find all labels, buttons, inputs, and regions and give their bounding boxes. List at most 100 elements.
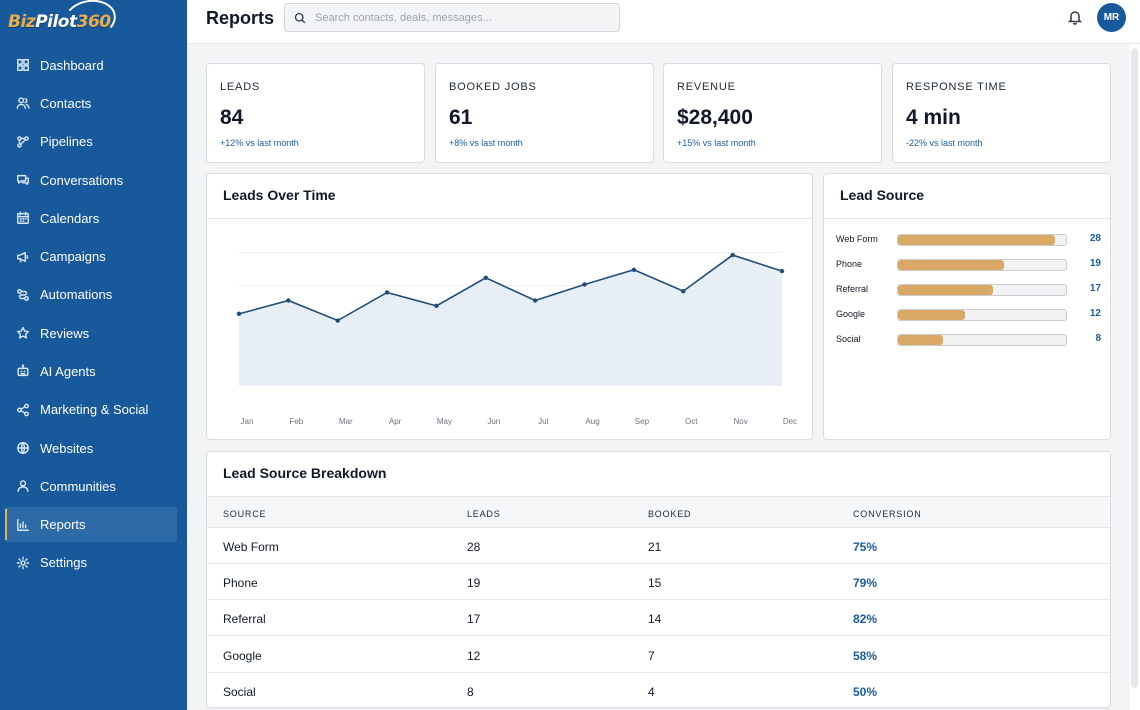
- pipeline-icon: [16, 135, 30, 149]
- sidebar-item-campaigns[interactable]: Campaigns: [5, 239, 177, 273]
- source-value: 19: [1089, 258, 1101, 269]
- kpi-label: BOOKED JOBS: [449, 81, 537, 93]
- sidebar: BizPilot360 Dashboard Contacts Pipelines Co…: [0, 0, 187, 710]
- lead-source-row-referral: Referral 17: [836, 283, 1101, 297]
- cell-leads: 8: [467, 684, 474, 699]
- kpi-value: 61: [449, 106, 473, 129]
- source-value: 28: [1089, 233, 1101, 244]
- users-icon: [16, 96, 30, 110]
- cell-conversion: 82%: [853, 612, 878, 627]
- x-tick-label: Nov: [734, 417, 748, 426]
- kpi-delta: +15% vs last month: [677, 138, 756, 148]
- sidebar-item-label: Pipelines: [40, 134, 93, 150]
- source-bar-track: [897, 334, 1067, 346]
- kpi-label: LEADS: [220, 81, 261, 93]
- column-header-booked[interactable]: BOOKED: [648, 509, 692, 519]
- lead-source-row-social: Social 8: [836, 333, 1101, 347]
- cell-conversion: 75%: [853, 540, 878, 554]
- kpi-label: REVENUE: [677, 81, 736, 93]
- column-header-conversion[interactable]: CONVERSION: [853, 509, 922, 519]
- kpi-card-leads: LEADS 84 +12% vs last month: [206, 63, 425, 163]
- column-header-leads[interactable]: LEADS: [467, 509, 501, 519]
- sidebar-item-label: AI Agents: [40, 363, 96, 379]
- source-value: 17: [1089, 283, 1101, 294]
- lead-source-card: Lead Source Web Form 28 Phone 19 Referral 17 G…: [823, 173, 1111, 440]
- x-tick-label: Feb: [289, 417, 303, 426]
- cell-booked: 7: [648, 648, 655, 663]
- chart-point-aug: [582, 282, 587, 287]
- chart-point-feb: [286, 298, 291, 303]
- source-name: Social: [836, 334, 861, 344]
- table-row[interactable]: Phone 19 15 79%: [207, 564, 1110, 601]
- sidebar-item-settings[interactable]: Settings: [5, 546, 177, 580]
- x-tick-label: Jan: [241, 417, 254, 426]
- x-tick-label: Aug: [585, 417, 599, 426]
- sidebar-item-label: Reports: [40, 517, 86, 533]
- sidebar-item-marketing-social[interactable]: Marketing & Social: [5, 393, 177, 427]
- lead-source-row-google: Google 12: [836, 308, 1101, 322]
- table-row[interactable]: Google 12 7 58%: [207, 637, 1110, 673]
- search-box[interactable]: [284, 3, 620, 32]
- chart-point-may: [434, 303, 439, 309]
- source-bar-track: [897, 259, 1067, 271]
- sidebar-item-conversations[interactable]: Conversations: [5, 163, 177, 197]
- card-divider: [207, 218, 812, 219]
- sidebar-item-websites[interactable]: Websites: [5, 431, 177, 465]
- topbar: Reports MR: [187, 0, 1140, 44]
- grid-icon: [16, 58, 30, 72]
- chart-point-jun: [483, 275, 489, 280]
- x-tick-label: Jul: [538, 417, 548, 426]
- cell-leads: 12: [467, 648, 481, 663]
- search-icon: [285, 12, 315, 24]
- kpi-delta: +12% vs last month: [220, 138, 299, 148]
- chart-area: [239, 255, 782, 386]
- sidebar-item-label: Marketing & Social: [40, 402, 149, 418]
- chart-icon: [16, 518, 30, 532]
- logo-text: BizPilot360: [8, 12, 111, 32]
- sidebar-item-label: Dashboard: [40, 57, 104, 73]
- cell-source: Web Form: [223, 540, 279, 554]
- sidebar-item-communities[interactable]: Communities: [5, 469, 177, 503]
- sidebar-item-calendars[interactable]: Calendars: [5, 201, 177, 235]
- x-tick-label: Mar: [339, 417, 353, 426]
- sidebar-item-label: Calendars: [40, 210, 100, 226]
- sidebar-item-reviews[interactable]: Reviews: [5, 316, 177, 350]
- kpi-label: RESPONSE TIME: [906, 81, 1007, 93]
- sidebar-item-contacts[interactable]: Contacts: [5, 86, 177, 120]
- search-input[interactable]: [315, 11, 605, 24]
- source-bar-fill: [898, 235, 1055, 245]
- chart-point-mar: [335, 318, 340, 323]
- bizpilot-logo[interactable]: BizPilot360: [6, 0, 119, 43]
- user-avatar[interactable]: MR: [1097, 3, 1126, 32]
- sidebar-item-automations[interactable]: Automations: [5, 278, 177, 312]
- leads-over-time-title: Leads Over Time: [223, 187, 336, 203]
- chat-icon: [16, 173, 30, 187]
- robot-icon: [16, 364, 30, 378]
- kpi-value: 4 min: [906, 106, 961, 129]
- lead-source-title: Lead Source: [840, 187, 925, 203]
- source-bar-fill: [898, 285, 994, 295]
- source-name: Web Form: [836, 234, 878, 244]
- sidebar-item-label: Websites: [40, 440, 94, 456]
- card-divider: [824, 218, 1110, 219]
- chart-point-oct: [681, 288, 686, 294]
- table-row[interactable]: Referral 17 14 82%: [207, 600, 1110, 637]
- table-row[interactable]: Web Form 28 21 75%: [207, 528, 1110, 564]
- table-row[interactable]: Social 8 4 50%: [207, 673, 1110, 709]
- table-header: SOURCE LEADS BOOKED CONVERSION: [207, 496, 1110, 528]
- scrollbar-thumb[interactable]: [1131, 48, 1138, 688]
- column-header-source[interactable]: SOURCE: [223, 509, 267, 519]
- sidebar-item-reports[interactable]: Reports: [5, 507, 177, 542]
- source-bar-fill: [898, 310, 966, 320]
- sidebar-item-ai-agents[interactable]: AI Agents: [5, 354, 177, 388]
- megaphone-icon: [16, 250, 30, 264]
- notification-bell-icon[interactable]: [1067, 9, 1085, 27]
- sidebar-item-pipelines[interactable]: Pipelines: [5, 125, 177, 159]
- cell-booked: 15: [648, 576, 662, 591]
- chart-point-dec: [779, 268, 785, 274]
- cell-leads: 19: [467, 576, 481, 591]
- source-value: 8: [1095, 333, 1101, 344]
- sidebar-item-dashboard[interactable]: Dashboard: [5, 48, 177, 82]
- source-name: Phone: [836, 259, 863, 269]
- x-tick-label: Oct: [685, 417, 698, 426]
